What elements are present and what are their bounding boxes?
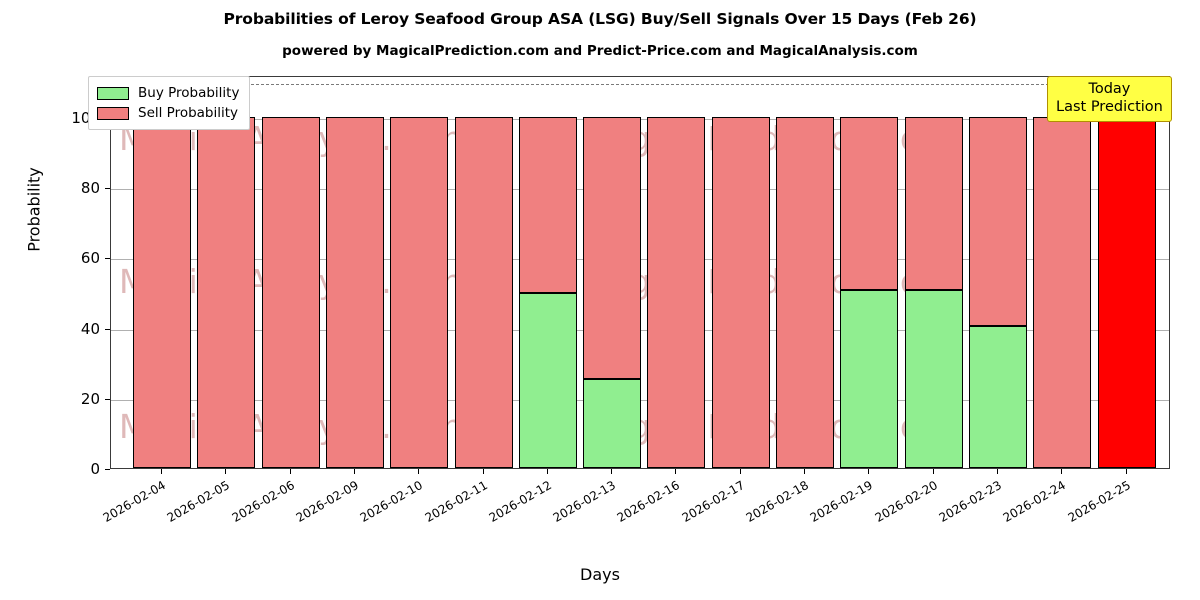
x-tick-mark (353, 469, 355, 474)
bar-segment-buy[interactable] (968, 325, 1027, 468)
chart-title: Probabilities of Leroy Seafood Group ASA… (223, 10, 977, 28)
bar-group[interactable] (904, 77, 963, 468)
y-tick-mark (105, 258, 110, 260)
today-annotation: Today Last Prediction (1047, 76, 1172, 123)
bar-segment-sell[interactable] (968, 117, 1027, 326)
y-tick-label: 20 (80, 389, 100, 408)
bar-group[interactable] (968, 77, 1027, 468)
bar-group[interactable] (1097, 77, 1156, 468)
bar-segment-sell[interactable] (583, 117, 642, 379)
chart-legend: Buy Probability Sell Probability (88, 76, 251, 130)
y-tick-label: 40 (80, 319, 100, 338)
y-tick-mark (105, 469, 110, 470)
bar-segment-buy[interactable] (583, 378, 642, 468)
legend-label-buy: Buy Probability (138, 85, 240, 101)
bar-group[interactable] (390, 77, 449, 468)
bar-segment-sell[interactable] (711, 117, 770, 468)
x-tick-mark (289, 469, 291, 474)
bars-layer (111, 77, 1169, 468)
bar-group[interactable] (583, 77, 642, 468)
bar-group[interactable] (518, 77, 577, 468)
chart-subtitle: powered by MagicalPrediction.com and Pre… (282, 43, 918, 59)
x-tick-mark (804, 469, 805, 474)
x-tick-mark (161, 469, 162, 474)
y-tick-mark (105, 188, 110, 190)
bar-group[interactable] (325, 77, 384, 468)
x-tick-mark (482, 469, 484, 474)
bar-segment-sell[interactable] (1033, 117, 1092, 468)
x-tick-mark (932, 469, 934, 474)
bar-segment-sell[interactable] (325, 117, 384, 468)
bar-group[interactable] (454, 77, 513, 468)
x-tick-mark (868, 469, 870, 474)
y-tick-label: 80 (80, 179, 100, 198)
bar-group[interactable] (776, 77, 834, 468)
y-tick-label: 60 (80, 249, 100, 268)
bar-group[interactable] (133, 77, 191, 468)
legend-swatch-buy (97, 86, 129, 100)
bar-segment-buy[interactable] (904, 290, 963, 468)
x-tick-mark (739, 469, 741, 474)
x-tick-mark (996, 469, 998, 474)
plot-area: MagicalAnalysis.comMagicalPrediction.com… (110, 76, 1170, 469)
y-tick-mark (105, 398, 110, 400)
bar-group[interactable] (197, 77, 256, 468)
bar-segment-sell[interactable] (647, 117, 706, 468)
bar-segment-today[interactable] (1097, 117, 1156, 468)
bar-segment-buy[interactable] (518, 292, 577, 468)
bar-segment-sell[interactable] (454, 117, 513, 468)
legend-item-sell: Sell Probability (97, 103, 239, 123)
bar-segment-sell[interactable] (197, 117, 256, 468)
bar-segment-buy[interactable] (840, 290, 899, 468)
legend-swatch-sell (97, 106, 129, 120)
bar-group[interactable] (711, 77, 770, 468)
x-tick-mark (546, 469, 548, 474)
bar-group[interactable] (1033, 77, 1092, 468)
bar-segment-sell[interactable] (390, 117, 449, 468)
x-axis-label: Days (580, 565, 620, 584)
legend-label-sell: Sell Probability (138, 105, 239, 121)
x-tick-mark (1125, 469, 1127, 474)
legend-item-buy: Buy Probability (97, 83, 239, 103)
x-tick-mark (225, 469, 227, 474)
x-tick-mark (418, 469, 420, 474)
bar-group[interactable] (840, 77, 899, 468)
bar-group[interactable] (647, 77, 706, 468)
bar-segment-sell[interactable] (904, 117, 963, 291)
bar-segment-sell[interactable] (776, 117, 834, 468)
x-tick-mark (675, 469, 677, 474)
x-tick-mark (611, 469, 613, 474)
bar-segment-sell[interactable] (518, 117, 577, 293)
bar-segment-sell[interactable] (840, 117, 899, 291)
bar-segment-sell[interactable] (261, 117, 320, 468)
y-tick-label: 0 (90, 460, 100, 478)
y-axis-label: Probability (24, 167, 44, 252)
x-tick-mark (1061, 469, 1063, 474)
reference-line (111, 84, 1169, 86)
bar-group[interactable] (261, 77, 320, 468)
today-annotation-line2: Last Prediction (1056, 98, 1163, 115)
bar-segment-sell[interactable] (133, 117, 191, 468)
today-annotation-line1: Today (1088, 81, 1131, 97)
y-tick-mark (105, 328, 110, 330)
